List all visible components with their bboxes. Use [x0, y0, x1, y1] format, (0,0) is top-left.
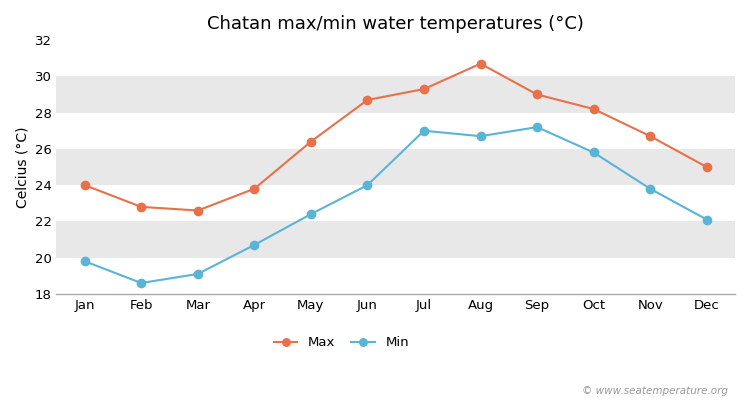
Title: Chatan max/min water temperatures (°C): Chatan max/min water temperatures (°C) [207, 15, 584, 33]
Min [250, 242, 259, 247]
Bar [56, 258, 735, 294]
Min [532, 125, 542, 130]
Y-axis label: Celcius (°C): Celcius (°C) [15, 126, 29, 208]
Max [194, 208, 202, 213]
Bar [56, 113, 735, 149]
Max [532, 92, 542, 97]
Min [590, 150, 598, 155]
Bar [56, 185, 735, 221]
Bar [56, 40, 735, 76]
Min [194, 272, 202, 276]
Bar [56, 149, 735, 185]
Legend: Max, Min: Max, Min [268, 331, 415, 354]
Min [136, 281, 146, 286]
Min [419, 128, 428, 133]
Min [80, 259, 89, 264]
Min [702, 217, 711, 222]
Max [136, 204, 146, 209]
Max [363, 98, 372, 102]
Line: Min: Min [80, 123, 711, 287]
Max [646, 134, 655, 138]
Bar [56, 76, 735, 113]
Max [419, 87, 428, 92]
Max [250, 186, 259, 191]
Line: Max: Max [80, 60, 711, 215]
Max [476, 61, 485, 66]
Max [590, 106, 598, 111]
Text: © www.seatemperature.org: © www.seatemperature.org [581, 386, 728, 396]
Min [307, 212, 316, 216]
Bar [56, 221, 735, 258]
Max [702, 164, 711, 169]
Min [476, 134, 485, 138]
Min [363, 183, 372, 188]
Max [307, 139, 316, 144]
Min [646, 186, 655, 191]
Max [80, 183, 89, 188]
